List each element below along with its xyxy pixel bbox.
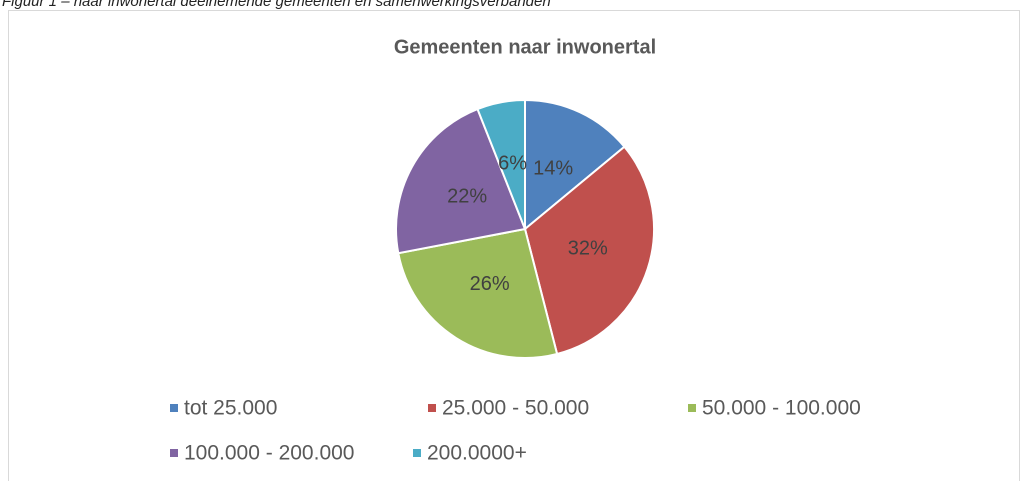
- pie-slice: [523, 145, 655, 356]
- legend-label: 25.000 - 50.000: [442, 397, 589, 420]
- legend-marker: [170, 404, 178, 412]
- legend-label: 200.0000+: [427, 442, 527, 465]
- data-label: 32%: [568, 238, 608, 260]
- pie-slice: [524, 98, 626, 232]
- pie-slice: [397, 227, 559, 359]
- legend-label: 50.000 - 100.000: [702, 397, 861, 420]
- legend-label: 100.000 - 200.000: [184, 442, 354, 465]
- legend-marker: [688, 404, 696, 412]
- data-label: 22%: [447, 185, 487, 207]
- chart-title: Gemeenten naar inwonertal: [394, 36, 656, 58]
- pie-slice: [476, 98, 526, 230]
- data-label: 6%: [498, 152, 527, 174]
- legend-marker: [170, 449, 178, 457]
- legend-marker: [413, 449, 421, 457]
- data-label: 26%: [470, 273, 510, 295]
- caption: Figuur 1 – naar inwonertal deelnemende g…: [2, 0, 551, 10]
- legend-marker: [428, 404, 436, 412]
- data-label: 14%: [533, 158, 573, 180]
- legend-label: tot 25.000: [184, 397, 277, 420]
- pie-slice: [395, 107, 527, 255]
